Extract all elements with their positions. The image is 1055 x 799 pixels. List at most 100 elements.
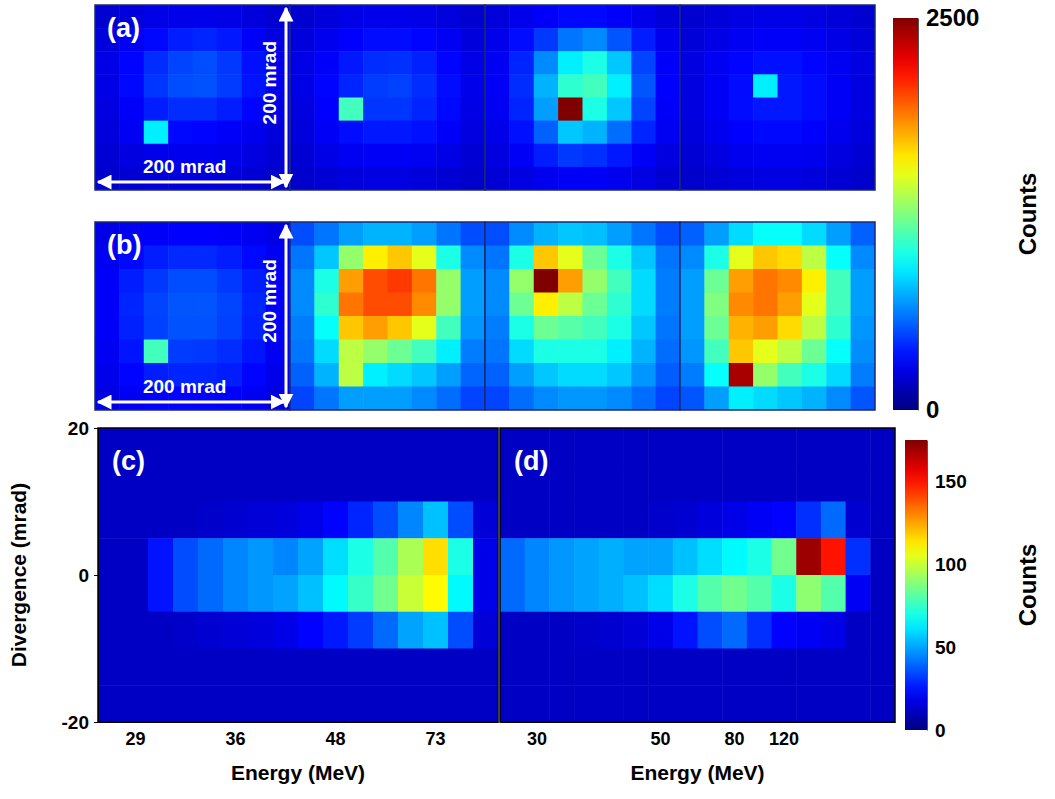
heatmap-cell bbox=[388, 222, 413, 246]
heatmap-cell bbox=[574, 612, 599, 649]
heatmap-cell bbox=[802, 269, 827, 293]
heatmap-cell bbox=[778, 316, 803, 340]
heatmap-cell bbox=[534, 144, 559, 168]
heatmap-cell bbox=[388, 387, 413, 411]
heatmap-cell bbox=[273, 649, 299, 686]
heatmap-cell bbox=[473, 575, 498, 612]
heatmap-cell bbox=[623, 465, 648, 502]
heatmap-cell bbox=[729, 387, 754, 411]
heatmap-cell bbox=[722, 575, 747, 612]
heatmap-cell bbox=[298, 685, 324, 722]
heatmap-cell bbox=[846, 612, 871, 649]
heatmap-cell bbox=[753, 293, 778, 317]
heatmap-cell bbox=[826, 51, 851, 75]
heatmap-cell bbox=[549, 502, 574, 539]
heatmap-cell bbox=[631, 74, 656, 98]
profile-row bbox=[95, 222, 876, 411]
heatmap-cell bbox=[623, 612, 648, 649]
heatmap-cell bbox=[461, 144, 485, 168]
heatmap-cell bbox=[680, 293, 705, 317]
heatmap-cell bbox=[217, 5, 242, 29]
heatmap-cell bbox=[500, 649, 525, 686]
heatmap-cell bbox=[168, 293, 193, 317]
heatmap-cell bbox=[648, 612, 673, 649]
heatmap-cell bbox=[583, 363, 608, 387]
heatmap-cell bbox=[363, 316, 388, 340]
heatmap-cell bbox=[656, 363, 680, 387]
heatmap-cell bbox=[144, 246, 169, 270]
heatmap-cell bbox=[485, 121, 510, 145]
heatmap-cell bbox=[558, 387, 583, 411]
heatmap-cell bbox=[583, 293, 608, 317]
heatmap-cell bbox=[821, 612, 846, 649]
heatmap-cell bbox=[583, 74, 608, 98]
heatmap-cell bbox=[193, 98, 218, 122]
heatmap-cell bbox=[217, 121, 242, 145]
panel-letter: (c) bbox=[112, 446, 145, 476]
heatmap-cell bbox=[802, 167, 827, 190]
heatmap-cell bbox=[607, 121, 632, 145]
heatmap-cell bbox=[509, 5, 534, 29]
heatmap-cell bbox=[846, 575, 871, 612]
heatmap-cell bbox=[826, 246, 851, 270]
heatmap-cell bbox=[574, 649, 599, 686]
heatmap-cell bbox=[704, 340, 729, 364]
heatmap-cell bbox=[802, 5, 827, 29]
heatmap-cell bbox=[753, 269, 778, 293]
heatmap-cell bbox=[509, 98, 534, 122]
heatmap-cell bbox=[448, 502, 474, 539]
heatmap-cell bbox=[198, 428, 224, 465]
heatmap-cell bbox=[248, 685, 274, 722]
panel-frame bbox=[290, 222, 485, 410]
heatmap-cell bbox=[339, 222, 364, 246]
heatmap-cell bbox=[412, 363, 437, 387]
x-axis-tick-label: 48 bbox=[325, 729, 345, 749]
heatmap-cell bbox=[722, 612, 747, 649]
colorbar-axis-tick: 0 bbox=[927, 720, 946, 741]
heatmap-cell bbox=[461, 121, 485, 145]
heatmap-cell bbox=[119, 74, 144, 98]
heatmap-cell bbox=[525, 502, 550, 539]
heatmap-cell bbox=[704, 28, 729, 52]
heatmap-cell bbox=[729, 269, 754, 293]
heatmap-cell bbox=[704, 167, 729, 190]
heatmap-cell bbox=[273, 612, 299, 649]
colorbar-axis-tick-label: 50 bbox=[935, 637, 956, 658]
heatmap-cell bbox=[290, 98, 315, 122]
heatmap-cell bbox=[656, 293, 680, 317]
profile-panel bbox=[680, 222, 875, 410]
heatmap-cell bbox=[412, 5, 437, 29]
heatmap-cell bbox=[273, 428, 299, 465]
y-axis-tick: 0 bbox=[78, 565, 98, 586]
heatmap-cell bbox=[290, 5, 315, 29]
heatmap-cell bbox=[796, 428, 821, 465]
heatmap-cell bbox=[772, 538, 797, 575]
heatmap-cell bbox=[144, 340, 169, 364]
heatmap-cell bbox=[648, 428, 673, 465]
heatmap-cell bbox=[558, 98, 583, 122]
heatmap-cell bbox=[339, 28, 364, 52]
heatmap-cell bbox=[348, 502, 374, 539]
heatmap-cell bbox=[796, 649, 821, 686]
heatmap-cell bbox=[599, 465, 624, 502]
heatmap-cell bbox=[290, 363, 315, 387]
heatmap-cell bbox=[248, 612, 274, 649]
heatmap-cell bbox=[485, 74, 510, 98]
heatmap-cell bbox=[826, 387, 851, 411]
x-axis-tick: 80 bbox=[725, 722, 745, 749]
heatmap-cell bbox=[398, 575, 424, 612]
heatmap-cell bbox=[802, 316, 827, 340]
heatmap-cell bbox=[448, 538, 474, 575]
heatmap-cell bbox=[722, 428, 747, 465]
heatmap-cell bbox=[729, 5, 754, 29]
heatmap-cell bbox=[656, 387, 680, 411]
heatmap-cell bbox=[461, 28, 485, 52]
heatmap-cell bbox=[704, 121, 729, 145]
heatmap-cell bbox=[373, 538, 399, 575]
heatmap-cell bbox=[851, 387, 875, 411]
heatmap-cell bbox=[412, 98, 437, 122]
heatmap-cell bbox=[248, 538, 274, 575]
heatmap-cell bbox=[826, 340, 851, 364]
heatmap-cell bbox=[388, 293, 413, 317]
heatmap-cell bbox=[314, 316, 339, 340]
